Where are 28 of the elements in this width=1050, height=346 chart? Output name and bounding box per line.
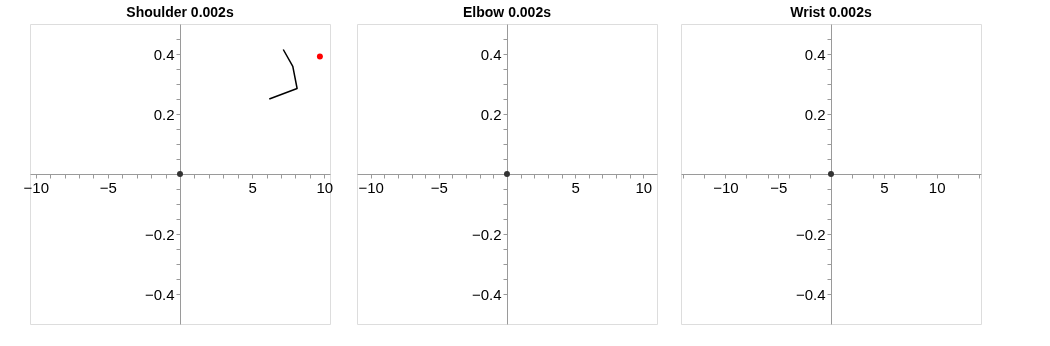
y-tick-label: −0.4 (144, 285, 175, 303)
chart-title: Shoulder 0.002s (126, 4, 234, 20)
x-tick-label: 10 (928, 178, 946, 196)
line-series (268, 48, 298, 100)
x-tick-label: −10 (23, 178, 49, 196)
chart-title: Elbow 0.002s (463, 4, 552, 20)
y-tick-label: 0.4 (804, 45, 826, 63)
y-tick-label: −0.4 (795, 285, 826, 303)
x-tick-label: −5 (99, 178, 117, 196)
chart-title: Wrist 0.002s (790, 4, 872, 20)
y-tick-label: −0.2 (795, 225, 826, 243)
x-tick-label: 10 (635, 178, 653, 196)
x-tick-label: −5 (430, 178, 448, 196)
x-tick-label: 5 (571, 178, 580, 196)
x-tick-label: 5 (880, 178, 889, 196)
x-tick-label: −5 (770, 178, 788, 196)
y-tick-label: −0.4 (471, 285, 502, 303)
y-tick-label: 0.2 (480, 105, 502, 123)
y-tick-label: 0.4 (153, 45, 175, 63)
x-tick-label: 5 (248, 178, 257, 196)
y-tick-label: 0.4 (480, 45, 502, 63)
y-tick-label: −0.2 (471, 225, 502, 243)
y-tick-label: 0.2 (804, 105, 826, 123)
x-tick-label: 10 (316, 178, 334, 196)
x-tick-label: −10 (358, 178, 384, 196)
y-tick-label: 0.2 (153, 105, 175, 123)
y-tick-label: −0.2 (144, 225, 175, 243)
x-tick-label: −10 (713, 178, 739, 196)
